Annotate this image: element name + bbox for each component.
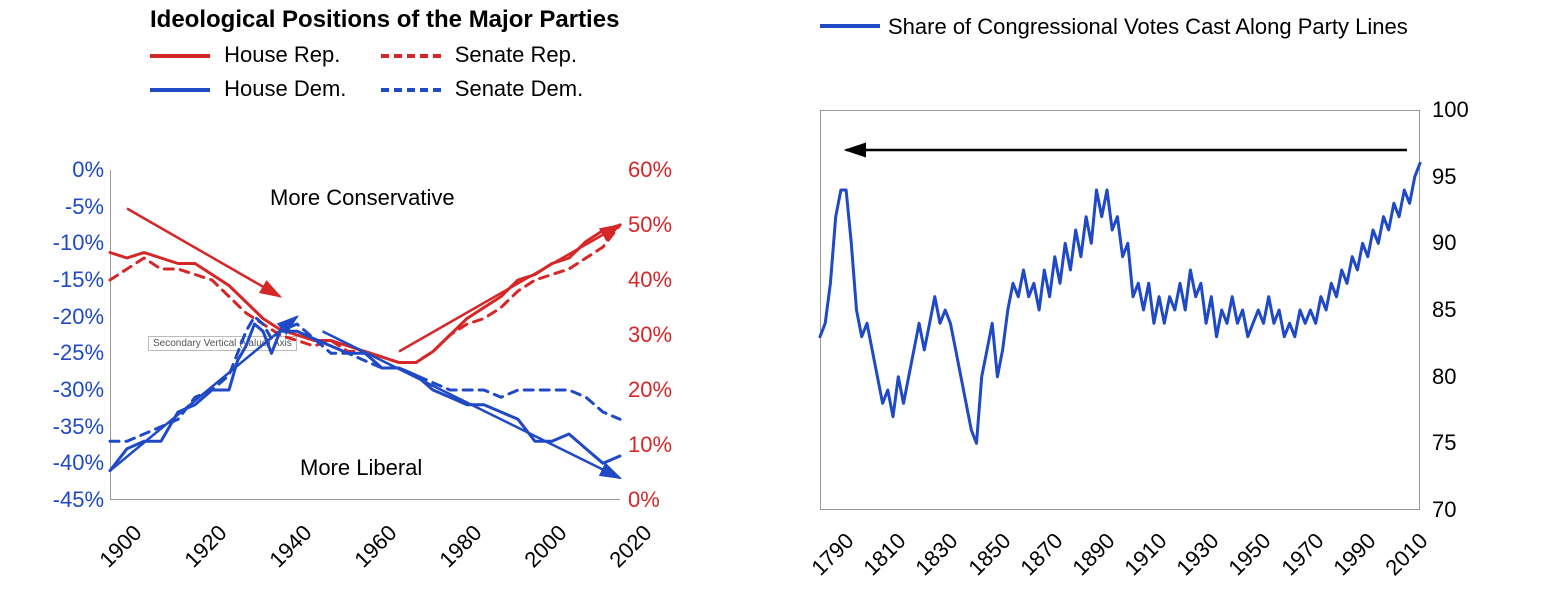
right-x-tick: 1850 <box>963 528 1016 581</box>
right-legend: Share of Congressional Votes Cast Along … <box>820 12 1368 42</box>
left-yl-tick: -5% <box>14 194 104 220</box>
left-yl-tick: -20% <box>14 304 104 330</box>
left-yl-tick: -35% <box>14 414 104 440</box>
right-x-tick: 1810 <box>859 528 912 581</box>
left-yr-tick: 0% <box>628 487 660 513</box>
right-x-tick: 1950 <box>1224 528 1277 581</box>
right-y-tick: 75 <box>1432 430 1456 456</box>
right-x-tick: 1990 <box>1328 528 1381 581</box>
right-plot-svg <box>820 110 1420 510</box>
left-x-tick: 1940 <box>264 520 317 573</box>
right-y-tick: 70 <box>1432 497 1456 523</box>
left-yl-tick: -40% <box>14 450 104 476</box>
legend-swatch-house-dem <box>150 88 210 92</box>
left-x-tick: 1900 <box>94 520 147 573</box>
right-x-tick: 1890 <box>1067 528 1120 581</box>
legend-row-house-rep: House Rep. Senate Rep. <box>150 42 583 68</box>
right-y-tick: 100 <box>1432 97 1469 123</box>
right-x-tick: 1870 <box>1015 528 1068 581</box>
left-panel: Ideological Positions of the Major Parti… <box>0 0 700 610</box>
right-legend-row: Share of Congressional Votes Cast Along … <box>820 12 1368 42</box>
right-y-tick: 85 <box>1432 297 1456 323</box>
right-x-tick: 1910 <box>1119 528 1172 581</box>
right-y-tick: 95 <box>1432 164 1456 190</box>
left-x-tick: 2000 <box>519 520 572 573</box>
right-legend-swatch <box>820 24 880 28</box>
right-panel: Share of Congressional Votes Cast Along … <box>780 0 1540 610</box>
left-yl-tick: -30% <box>14 377 104 403</box>
right-y-tick: 80 <box>1432 364 1456 390</box>
left-x-tick: 1980 <box>434 520 487 573</box>
left-yl-tick: -45% <box>14 487 104 513</box>
left-yl-tick: -15% <box>14 267 104 293</box>
right-x-tick: 1790 <box>806 528 859 581</box>
right-chart-title: Share of Congressional Votes Cast Along … <box>888 12 1368 42</box>
right-x-tick: 1830 <box>911 528 964 581</box>
right-x-tick: 1970 <box>1276 528 1329 581</box>
legend-swatch-senate-rep <box>381 54 441 58</box>
right-x-tick: 1930 <box>1172 528 1225 581</box>
left-yl-tick: -10% <box>14 230 104 256</box>
left-chart-title: Ideological Positions of the Major Parti… <box>150 6 619 34</box>
right-x-tick: 2010 <box>1380 528 1433 581</box>
right-y-tick: 90 <box>1432 230 1456 256</box>
left-plot-svg <box>110 170 620 500</box>
legend-label-senate-rep: Senate Rep. <box>455 42 577 67</box>
annot-more-conservative: More Conservative <box>270 185 455 211</box>
left-x-tick: 1920 <box>179 520 232 573</box>
left-yl-tick: -25% <box>14 340 104 366</box>
left-legend: House Rep. Senate Rep. House Dem. Senate… <box>150 42 583 102</box>
left-x-tick: 1960 <box>349 520 402 573</box>
left-yr-tick: 20% <box>628 377 672 403</box>
page: Ideological Positions of the Major Parti… <box>0 0 1561 610</box>
left-x-tick: 2020 <box>604 520 657 573</box>
left-yr-tick: 60% <box>628 157 672 183</box>
left-yr-tick: 50% <box>628 212 672 238</box>
legend-swatch-house-rep <box>150 54 210 58</box>
legend-swatch-senate-dem <box>381 88 441 92</box>
left-yr-tick: 10% <box>628 432 672 458</box>
left-yl-tick: 0% <box>14 157 104 183</box>
left-yr-tick: 40% <box>628 267 672 293</box>
legend-label-house-rep: House Rep. <box>224 42 340 67</box>
legend-row-house-dem: House Dem. Senate Dem. <box>150 76 583 102</box>
legend-label-house-dem: House Dem. <box>224 76 346 101</box>
legend-label-senate-dem: Senate Dem. <box>455 76 583 101</box>
left-yr-tick: 30% <box>628 322 672 348</box>
annot-more-liberal: More Liberal <box>300 455 422 481</box>
